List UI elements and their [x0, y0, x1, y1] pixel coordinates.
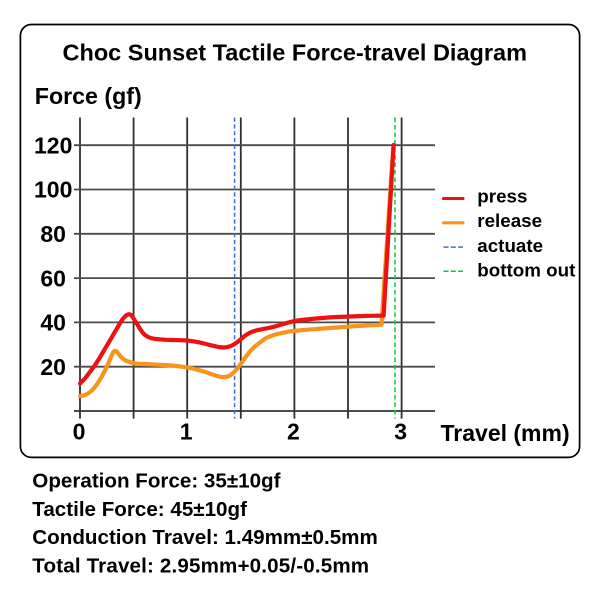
svg-text:40: 40 — [40, 310, 66, 336]
svg-text:100: 100 — [34, 177, 72, 203]
svg-text:Total Travel: 2.95mm+0.05/-0.5: Total Travel: 2.95mm+0.05/-0.5mm — [32, 554, 369, 577]
svg-text:Travel (mm): Travel (mm) — [441, 420, 570, 446]
svg-text:2: 2 — [287, 419, 300, 445]
svg-text:20: 20 — [40, 354, 66, 380]
svg-text:Tactile Force: 45±10gf: Tactile Force: 45±10gf — [32, 498, 247, 521]
svg-text:0: 0 — [73, 419, 86, 445]
svg-text:bottom out: bottom out — [477, 259, 576, 280]
svg-text:press: press — [477, 186, 527, 207]
svg-text:actuate: actuate — [477, 235, 543, 256]
svg-text:Conduction Travel: 1.49mm±0.5m: Conduction Travel: 1.49mm±0.5mm — [32, 526, 377, 549]
svg-text:release: release — [477, 210, 542, 231]
svg-text:120: 120 — [34, 132, 72, 158]
svg-text:1: 1 — [180, 419, 193, 445]
svg-text:60: 60 — [40, 265, 66, 291]
svg-text:Choc Sunset Tactile Force-trav: Choc Sunset Tactile Force-travel Diagram — [63, 40, 527, 66]
svg-text:Force (gf): Force (gf) — [35, 83, 142, 109]
svg-text:Operation Force: 35±10gf: Operation Force: 35±10gf — [32, 470, 280, 493]
svg-text:3: 3 — [394, 419, 407, 445]
svg-text:80: 80 — [40, 221, 66, 247]
